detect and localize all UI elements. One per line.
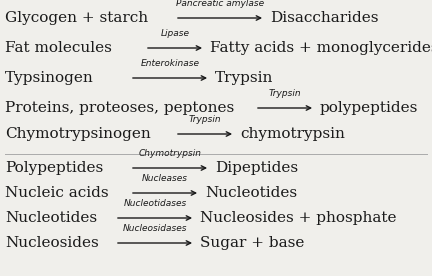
- Text: Fat molecules: Fat molecules: [5, 41, 112, 55]
- Text: Nucleotides: Nucleotides: [205, 186, 297, 200]
- Text: Nucleases: Nucleases: [142, 174, 188, 183]
- Text: Lipase: Lipase: [161, 29, 190, 38]
- Text: Proteins, proteoses, peptones: Proteins, proteoses, peptones: [5, 101, 234, 115]
- Text: Nucleotides: Nucleotides: [5, 211, 97, 225]
- Text: Trypsin: Trypsin: [269, 89, 301, 98]
- Text: Nucleotidases: Nucleotidases: [124, 199, 187, 208]
- Text: Nucleosidases: Nucleosidases: [123, 224, 187, 233]
- Text: Chymotrypsinogen: Chymotrypsinogen: [5, 127, 151, 141]
- Text: Trypsin: Trypsin: [189, 115, 221, 124]
- Text: Sugar + base: Sugar + base: [200, 236, 305, 250]
- Text: Pancreatic amylase: Pancreatic amylase: [176, 0, 264, 8]
- Text: polypeptides: polypeptides: [320, 101, 418, 115]
- Text: Trypsin: Trypsin: [215, 71, 273, 85]
- Text: Polypeptides: Polypeptides: [5, 161, 103, 175]
- Text: Glycogen + starch: Glycogen + starch: [5, 11, 148, 25]
- Text: Disaccharides: Disaccharides: [270, 11, 378, 25]
- Text: Chymotrypsin: Chymotrypsin: [139, 149, 201, 158]
- Text: Fatty acids + monoglycerides: Fatty acids + monoglycerides: [210, 41, 432, 55]
- Text: Typsinogen: Typsinogen: [5, 71, 94, 85]
- Text: Nucleic acids: Nucleic acids: [5, 186, 108, 200]
- Text: Enterokinase: Enterokinase: [140, 59, 200, 68]
- Text: Nucleosides + phosphate: Nucleosides + phosphate: [200, 211, 397, 225]
- Text: Dipeptides: Dipeptides: [215, 161, 298, 175]
- Text: chymotrypsin: chymotrypsin: [240, 127, 345, 141]
- Text: Nucleosides: Nucleosides: [5, 236, 99, 250]
